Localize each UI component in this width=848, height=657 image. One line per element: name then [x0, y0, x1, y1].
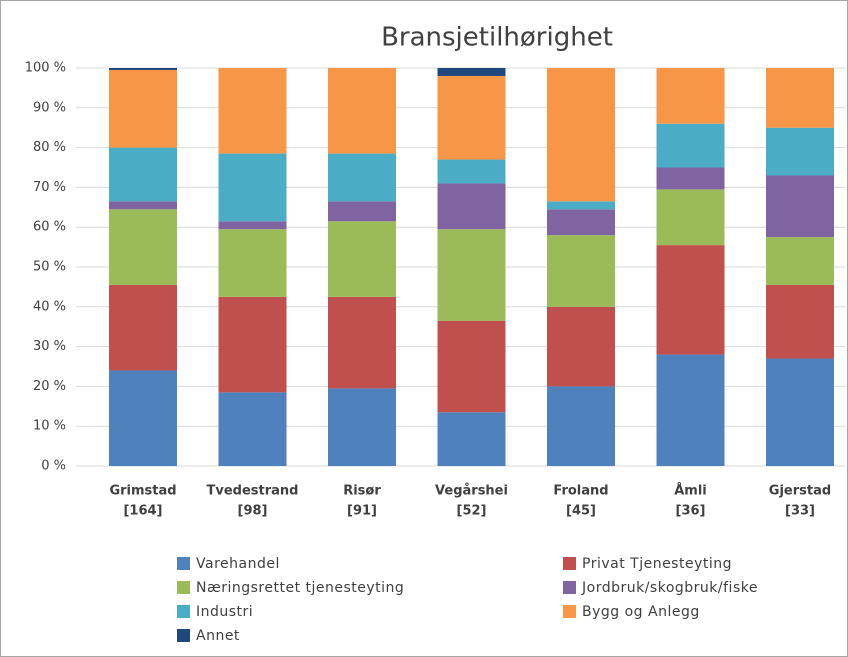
bar-segment — [109, 284, 177, 371]
chart-title: Bransjetilhørighet — [381, 23, 613, 53]
bar-segment — [437, 68, 506, 76]
x-tick-label: Åmli — [674, 483, 707, 499]
legend-swatch — [177, 629, 190, 642]
x-tick-label: [33] — [785, 504, 815, 519]
bar-segment — [218, 221, 287, 230]
bar-segment — [328, 153, 396, 202]
bar-segment — [437, 229, 506, 321]
x-tick-label: Risør — [343, 484, 381, 499]
bar-segment — [766, 284, 834, 359]
bar-segment — [328, 221, 396, 297]
bar-segment — [328, 388, 396, 466]
y-tick-label: 20 % — [33, 379, 66, 394]
bar-segment — [218, 296, 287, 393]
legend-label: Jordbruk/skogbruk/fiske — [581, 580, 758, 596]
legend-label: Privat Tjenesteyting — [582, 556, 732, 572]
bar-segment — [218, 229, 287, 297]
bar-segment — [437, 75, 506, 160]
legend-swatch — [177, 581, 190, 594]
y-tick-label: 40 % — [33, 299, 66, 314]
x-tick-label: Gjerstad — [769, 484, 831, 499]
bar-segment — [109, 68, 177, 70]
bar-segment — [109, 147, 177, 202]
bar-segment — [328, 68, 396, 154]
bar-segment — [656, 68, 725, 124]
x-tick-label: [98] — [238, 504, 268, 519]
y-tick-label: 10 % — [33, 419, 66, 434]
bar-segment — [766, 68, 834, 128]
y-tick-label: 80 % — [33, 140, 66, 155]
legend-label: Varehandel — [196, 556, 280, 572]
x-tick-label: [91] — [347, 504, 377, 519]
x-tick-label: Tvedestrand — [207, 484, 299, 499]
x-tick-label: [36] — [676, 504, 706, 519]
bar-segment — [656, 167, 725, 190]
legend-label: Næringsrettet tjenesteyting — [196, 580, 404, 596]
x-tick-label: [52] — [457, 504, 487, 519]
legend-swatch — [563, 557, 576, 570]
bar-segment — [547, 386, 615, 466]
bar-segment — [437, 412, 506, 466]
x-tick-label: Vegårshei — [435, 484, 508, 499]
bar-segment — [547, 68, 615, 202]
y-tick-label: 0 % — [41, 459, 66, 474]
legend-swatch — [177, 557, 190, 570]
bar-segment — [218, 153, 287, 222]
bar-segment — [437, 183, 506, 230]
bar-segment — [766, 237, 834, 285]
bar-segment — [766, 127, 834, 176]
bar-segment — [547, 209, 615, 236]
bar-segment — [547, 201, 615, 210]
legend-label: Bygg og Anlegg — [582, 604, 700, 620]
legend-label: Industri — [196, 604, 253, 620]
x-tick-label: [45] — [566, 504, 596, 519]
y-tick-label: 70 % — [33, 180, 66, 195]
x-tick-label: [164] — [123, 504, 162, 519]
legend-swatch — [563, 581, 576, 594]
y-tick-label: 100 % — [25, 61, 66, 76]
y-tick-label: 60 % — [33, 220, 66, 235]
bar-segment — [109, 201, 177, 210]
bar-segment — [547, 306, 615, 387]
x-tick-label: Froland — [553, 484, 608, 499]
legend-swatch — [563, 605, 576, 618]
y-tick-label: 30 % — [33, 339, 66, 354]
bar-segment — [547, 235, 615, 307]
bar-segment — [656, 354, 725, 466]
y-tick-label: 90 % — [33, 100, 66, 115]
bar-segment — [656, 189, 725, 246]
x-tick-label: Grimstad — [109, 484, 176, 499]
bar-segment — [109, 69, 177, 148]
bar-segment — [218, 68, 287, 154]
bar-segment — [109, 209, 177, 285]
bar-segment — [109, 370, 177, 466]
bar-segment — [656, 123, 725, 168]
bar-segment — [766, 358, 834, 466]
bar-segment — [437, 320, 506, 413]
bar-segment — [328, 201, 396, 222]
bar-segment — [656, 245, 725, 355]
legend-label: Annet — [196, 628, 240, 644]
bar-segment — [766, 175, 834, 238]
bar-segment — [218, 392, 287, 466]
bar-segment — [328, 296, 396, 389]
legend-swatch — [177, 605, 190, 618]
y-tick-label: 50 % — [33, 260, 66, 275]
bar-segment — [437, 159, 506, 184]
